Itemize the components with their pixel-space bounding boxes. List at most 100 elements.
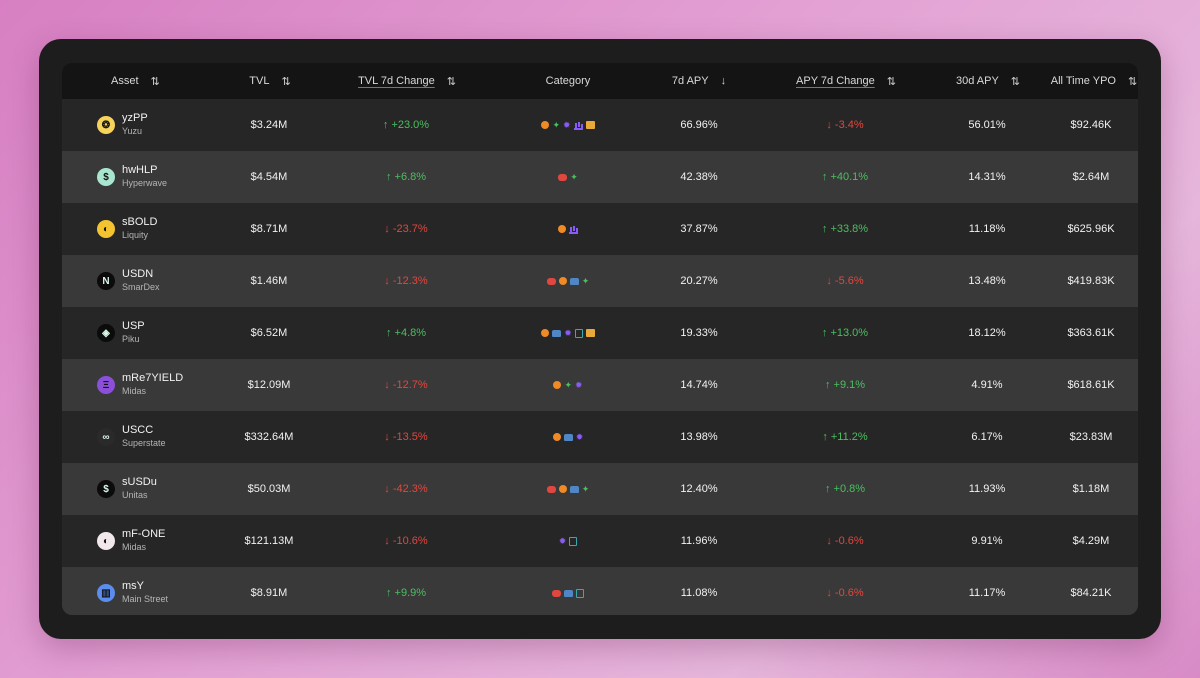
all-time-ypo-cell: $92.46K — [1070, 119, 1112, 131]
asset-symbol: mF-ONE — [122, 528, 166, 540]
header-tvl-7d-change[interactable]: TVL 7d Change ⇅ — [358, 75, 456, 88]
sort-icon[interactable]: ⇅ — [1128, 75, 1137, 88]
category-chart-icon — [573, 121, 583, 130]
midas-f-one-logo-icon: ◐ — [97, 532, 115, 550]
asset-symbol: USCC — [122, 424, 154, 436]
category-build-icon — [563, 433, 573, 441]
sort-icon[interactable]: ⇅ — [1010, 75, 1020, 88]
asset-cell[interactable]: N USDN SmarDex — [62, 268, 224, 294]
asset-cell[interactable]: ◈ USP Piku — [62, 320, 224, 346]
category-cell: ✹ — [498, 328, 638, 338]
apy-30d-cell: 11.18% — [968, 223, 1006, 235]
asset-cell[interactable]: $ hwHLP Hyperwave — [62, 164, 224, 190]
asset-symbol: USDN — [122, 268, 154, 280]
midas-logo-icon: Ξ — [97, 376, 115, 394]
yield-table-card: Asset ⇅ TVL ⇅ TVL 7d Change ⇅ Category 7d A… — [39, 39, 1161, 639]
category-doc-icon — [576, 588, 584, 598]
liquity-logo-icon: ◐ — [97, 220, 115, 238]
sort-icon[interactable]: ⇅ — [446, 75, 456, 88]
asset-project: SmarDex — [122, 282, 160, 292]
table-row[interactable]: ▥ msY Main Street $8.91M ↑ +9.9% 11.08% … — [62, 567, 1138, 615]
asset-project: Midas — [122, 542, 147, 552]
asset-project: Superstate — [122, 438, 166, 448]
header-apy-7d-change[interactable]: APY 7d Change ⇅ — [796, 75, 896, 88]
all-time-ypo-cell: $363.61K — [1067, 327, 1115, 339]
apy-30d-cell: 18.12% — [968, 327, 1006, 339]
table-row[interactable]: N USDN SmarDex $1.46M ↓ -12.3% ✦ 20.27% … — [62, 255, 1138, 307]
sort-icon[interactable]: ⇅ — [150, 75, 160, 88]
asset-project: Yuzu — [122, 126, 143, 136]
category-btc-icon — [541, 329, 550, 337]
apy-change-cell: ↑ +9.1% — [824, 379, 866, 391]
table-row[interactable]: Ξ mRe7YIELD Midas $12.09M ↓ -12.7% ✦ ✹ 14… — [62, 359, 1138, 411]
asset-symbol: USP — [122, 320, 145, 332]
asset-symbol: sBOLD — [122, 216, 158, 228]
asset-project: Hyperwave — [122, 178, 168, 188]
all-time-ypo-cell: $23.83M — [1069, 431, 1113, 443]
category-bot-icon — [546, 485, 556, 493]
category-cell — [498, 225, 638, 234]
all-time-ypo-cell: $1.18M — [1072, 483, 1110, 495]
sort-icon[interactable]: ⇅ — [281, 75, 290, 88]
apy-change-cell: ↑ +11.2% — [822, 431, 868, 443]
tvl-cell: $12.09M — [247, 379, 291, 391]
apy-change-cell: ↑ +0.8% — [824, 483, 866, 495]
category-gear-icon: ✹ — [575, 432, 584, 442]
table-row[interactable]: $ hwHLP Hyperwave $4.54M ↑ +6.8% ✦ 42.38… — [62, 151, 1138, 203]
category-bot-icon — [546, 277, 556, 285]
tvl-change-cell: ↑ +9.9% — [385, 587, 427, 599]
table-row[interactable]: $ sUSDu Unitas $50.03M ↓ -42.3% ✦ 12.40%… — [62, 463, 1138, 515]
category-bot-icon — [552, 589, 561, 597]
all-time-ypo-cell: $625.96K — [1067, 223, 1115, 235]
apy-30d-cell: 13.48% — [968, 275, 1006, 287]
apy-change-cell: ↓ -0.6% — [826, 587, 864, 599]
header-7d-apy[interactable]: 7d APY ↓ — [671, 75, 727, 87]
asset-cell[interactable]: ∞ USCC Superstate — [62, 424, 224, 450]
sort-desc-icon[interactable]: ↓ — [720, 75, 727, 87]
tvl-cell: $8.91M — [250, 587, 288, 599]
apy-30d-cell: 6.17% — [971, 431, 1003, 443]
category-btc-icon — [552, 433, 561, 441]
tvl-change-cell: ↓ -12.3% — [384, 275, 428, 287]
sort-icon[interactable]: ⇅ — [886, 75, 896, 88]
asset-cell[interactable]: ❂ yzPP Yuzu — [62, 112, 224, 138]
apy-7d-cell: 12.40% — [680, 483, 718, 495]
table-row[interactable]: ❂ yzPP Yuzu $3.24M ↑ +23.0% ✦ ✹ 66.96% ↓ … — [62, 99, 1138, 151]
tvl-change-cell: ↓ -10.6% — [384, 535, 428, 547]
header-30d-apy[interactable]: 30d APY ⇅ — [955, 75, 1020, 88]
asset-symbol: sUSDu — [122, 476, 157, 488]
category-cell: ✦ ✹ — [498, 121, 638, 130]
tvl-cell: $4.54M — [250, 171, 288, 183]
header-tvl[interactable]: TVL ⇅ — [249, 75, 290, 88]
table-row[interactable]: ◐ sBOLD Liquity $8.71M ↓ -23.7% 37.87% ↑… — [62, 203, 1138, 255]
tvl-change-cell: ↑ +4.8% — [385, 327, 427, 339]
apy-change-cell: ↑ +33.8% — [821, 223, 869, 235]
category-gear-icon: ✹ — [558, 536, 567, 546]
yuzu-logo-icon: ❂ — [97, 116, 115, 134]
apy-7d-cell: 42.38% — [680, 171, 718, 183]
header-all-time-ypo[interactable]: All Time YPO ⇅ — [1050, 75, 1138, 88]
asset-cell[interactable]: ◐ sBOLD Liquity — [62, 216, 224, 242]
asset-cell[interactable]: Ξ mRe7YIELD Midas — [62, 372, 224, 398]
category-box-icon — [585, 329, 595, 337]
asset-cell[interactable]: ▥ msY Main Street — [62, 580, 224, 606]
header-asset[interactable]: Asset ⇅ — [111, 75, 160, 88]
asset-symbol: msY — [122, 580, 144, 592]
category-btc-icon — [553, 381, 562, 389]
table-row[interactable]: ◐ mF-ONE Midas $121.13M ↓ -10.6% ✹ 11.96… — [62, 515, 1138, 567]
category-palm-icon: ✦ — [570, 172, 578, 182]
apy-30d-cell: 4.91% — [971, 379, 1003, 391]
asset-project: Liquity — [122, 230, 149, 240]
tvl-change-cell: ↓ -42.3% — [384, 483, 428, 495]
category-btc-icon — [558, 485, 567, 493]
table-row[interactable]: ◈ USP Piku $6.52M ↑ +4.8% ✹ 19.33% ↑ +13… — [62, 307, 1138, 359]
table-row[interactable]: ∞ USCC Superstate $332.64M ↓ -13.5% ✹ 13… — [62, 411, 1138, 463]
all-time-ypo-cell: $4.29M — [1072, 535, 1110, 547]
category-box-icon — [585, 121, 595, 129]
tvl-change-cell: ↓ -12.7% — [384, 379, 428, 391]
asset-cell[interactable]: $ sUSDu Unitas — [62, 476, 224, 502]
asset-project: Piku — [122, 334, 140, 344]
asset-cell[interactable]: ◐ mF-ONE Midas — [62, 528, 224, 554]
apy-7d-cell: 19.33% — [680, 327, 718, 339]
category-cell: ✹ — [498, 536, 638, 546]
